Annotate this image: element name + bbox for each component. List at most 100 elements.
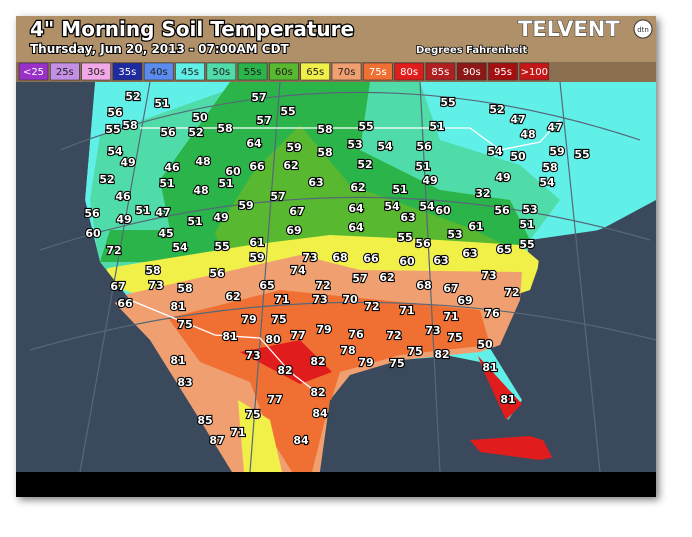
station-value: 57: [270, 190, 285, 203]
station-value: 54: [384, 200, 400, 213]
station-value: 71: [274, 293, 289, 306]
station-value: 73: [245, 349, 260, 362]
graticule: [559, 82, 601, 473]
station-value: 74: [290, 264, 306, 277]
station-value: 49: [120, 156, 135, 169]
station-value: 50: [477, 338, 493, 351]
station-value: 65: [259, 279, 274, 292]
station-value: 49: [213, 211, 228, 224]
legend-swatch: [488, 62, 518, 81]
legend-swatch: [237, 62, 268, 81]
station-value: 58: [317, 146, 332, 159]
units: Degrees Fahrenheit: [416, 45, 527, 56]
graticule: [29, 301, 656, 351]
station-value: 53: [522, 203, 537, 216]
station-value: 54: [172, 241, 188, 254]
title: 4" Morning Soil Temperature: [30, 17, 354, 41]
station-value: 62: [283, 159, 298, 172]
station-value: 54: [419, 200, 435, 213]
logo-badge: dtn: [637, 26, 649, 34]
legend-label: 65s: [306, 67, 324, 78]
station-value: 51: [187, 215, 202, 228]
station-value: 48: [195, 155, 210, 168]
station-value: 81: [170, 300, 185, 313]
station-value: 64: [348, 202, 364, 215]
station-value: 55: [280, 105, 295, 118]
station-value: 73: [312, 293, 327, 306]
legend-swatch: [425, 62, 456, 81]
station-value: 48: [520, 128, 535, 141]
station-value: 46: [115, 190, 131, 203]
graticule: [249, 82, 281, 473]
map: [16, 82, 656, 497]
legend-label: >100: [521, 67, 548, 78]
legend-label: 40s: [150, 67, 168, 78]
legend-swatch: [206, 62, 237, 81]
station-value: 81: [222, 330, 237, 343]
station-value: 48: [193, 184, 208, 197]
station-value: 60: [399, 255, 415, 268]
station-value: 54: [539, 176, 555, 189]
station-value: 49: [422, 174, 437, 187]
legend-label: <25: [23, 67, 44, 78]
station-value: 55: [519, 238, 534, 251]
station-value: 59: [238, 199, 253, 212]
station-value: 66: [117, 297, 133, 310]
legend-label: 95s: [494, 67, 512, 78]
station-value: 80: [265, 333, 281, 346]
station-value: 49: [495, 171, 510, 184]
station-value: 83: [177, 376, 192, 389]
station-value: 32: [475, 187, 490, 200]
temp-band: [478, 356, 522, 420]
station-value: 56: [107, 106, 123, 119]
station-value: 66: [249, 160, 265, 173]
station-value: 82: [310, 386, 325, 399]
station-value: 72: [364, 300, 379, 313]
station-value: 84: [312, 407, 328, 420]
station-value: 62: [225, 290, 240, 303]
station-value: 71: [443, 310, 458, 323]
border: [129, 299, 321, 396]
station-value: 61: [249, 236, 264, 249]
station-value: 58: [177, 282, 192, 295]
station-value: 51: [159, 177, 174, 190]
station-value: 79: [316, 323, 331, 336]
station-value: 71: [399, 304, 414, 317]
station-value: 54: [487, 145, 503, 158]
station-value: 56: [209, 267, 225, 280]
legend-swatch: [331, 62, 362, 81]
legend-swatch: [49, 62, 80, 81]
legend-swatch: [456, 62, 487, 81]
legend-swatch: [175, 62, 205, 81]
station-value: 63: [308, 176, 323, 189]
station-value: 69: [457, 294, 472, 307]
ocean: [522, 210, 656, 472]
station-value: 56: [160, 126, 176, 139]
station-value: 71: [230, 426, 245, 439]
station-value: 55: [397, 231, 412, 244]
station-value: 60: [435, 204, 451, 217]
station-value: 66: [363, 252, 379, 265]
legend-label: 90s: [463, 67, 481, 78]
station-value: 62: [379, 271, 394, 284]
logo: TELVENT: [518, 17, 620, 41]
station-value: 82: [277, 364, 292, 377]
station-value: 63: [400, 211, 415, 224]
station-value: 58: [542, 161, 557, 174]
station-value: 55: [358, 120, 373, 133]
station-value: 77: [290, 329, 305, 342]
subtitle: Thursday, Jun 20, 2013 - 07:00AM CDT: [30, 42, 290, 56]
station-value: 58: [317, 123, 332, 136]
legend-swatch: [362, 62, 393, 81]
station-value: 77: [267, 393, 282, 406]
legend-swatch: [394, 62, 424, 81]
station-value: 84: [293, 434, 309, 447]
station-value: 73: [425, 324, 440, 337]
legend-label: 85s: [431, 67, 449, 78]
station-value: 52: [188, 126, 203, 139]
temp-band: [238, 400, 282, 472]
station-value: 67: [443, 282, 458, 295]
station-value: 73: [481, 269, 496, 282]
station-value: 51: [218, 177, 233, 190]
station-value: 79: [241, 313, 256, 326]
